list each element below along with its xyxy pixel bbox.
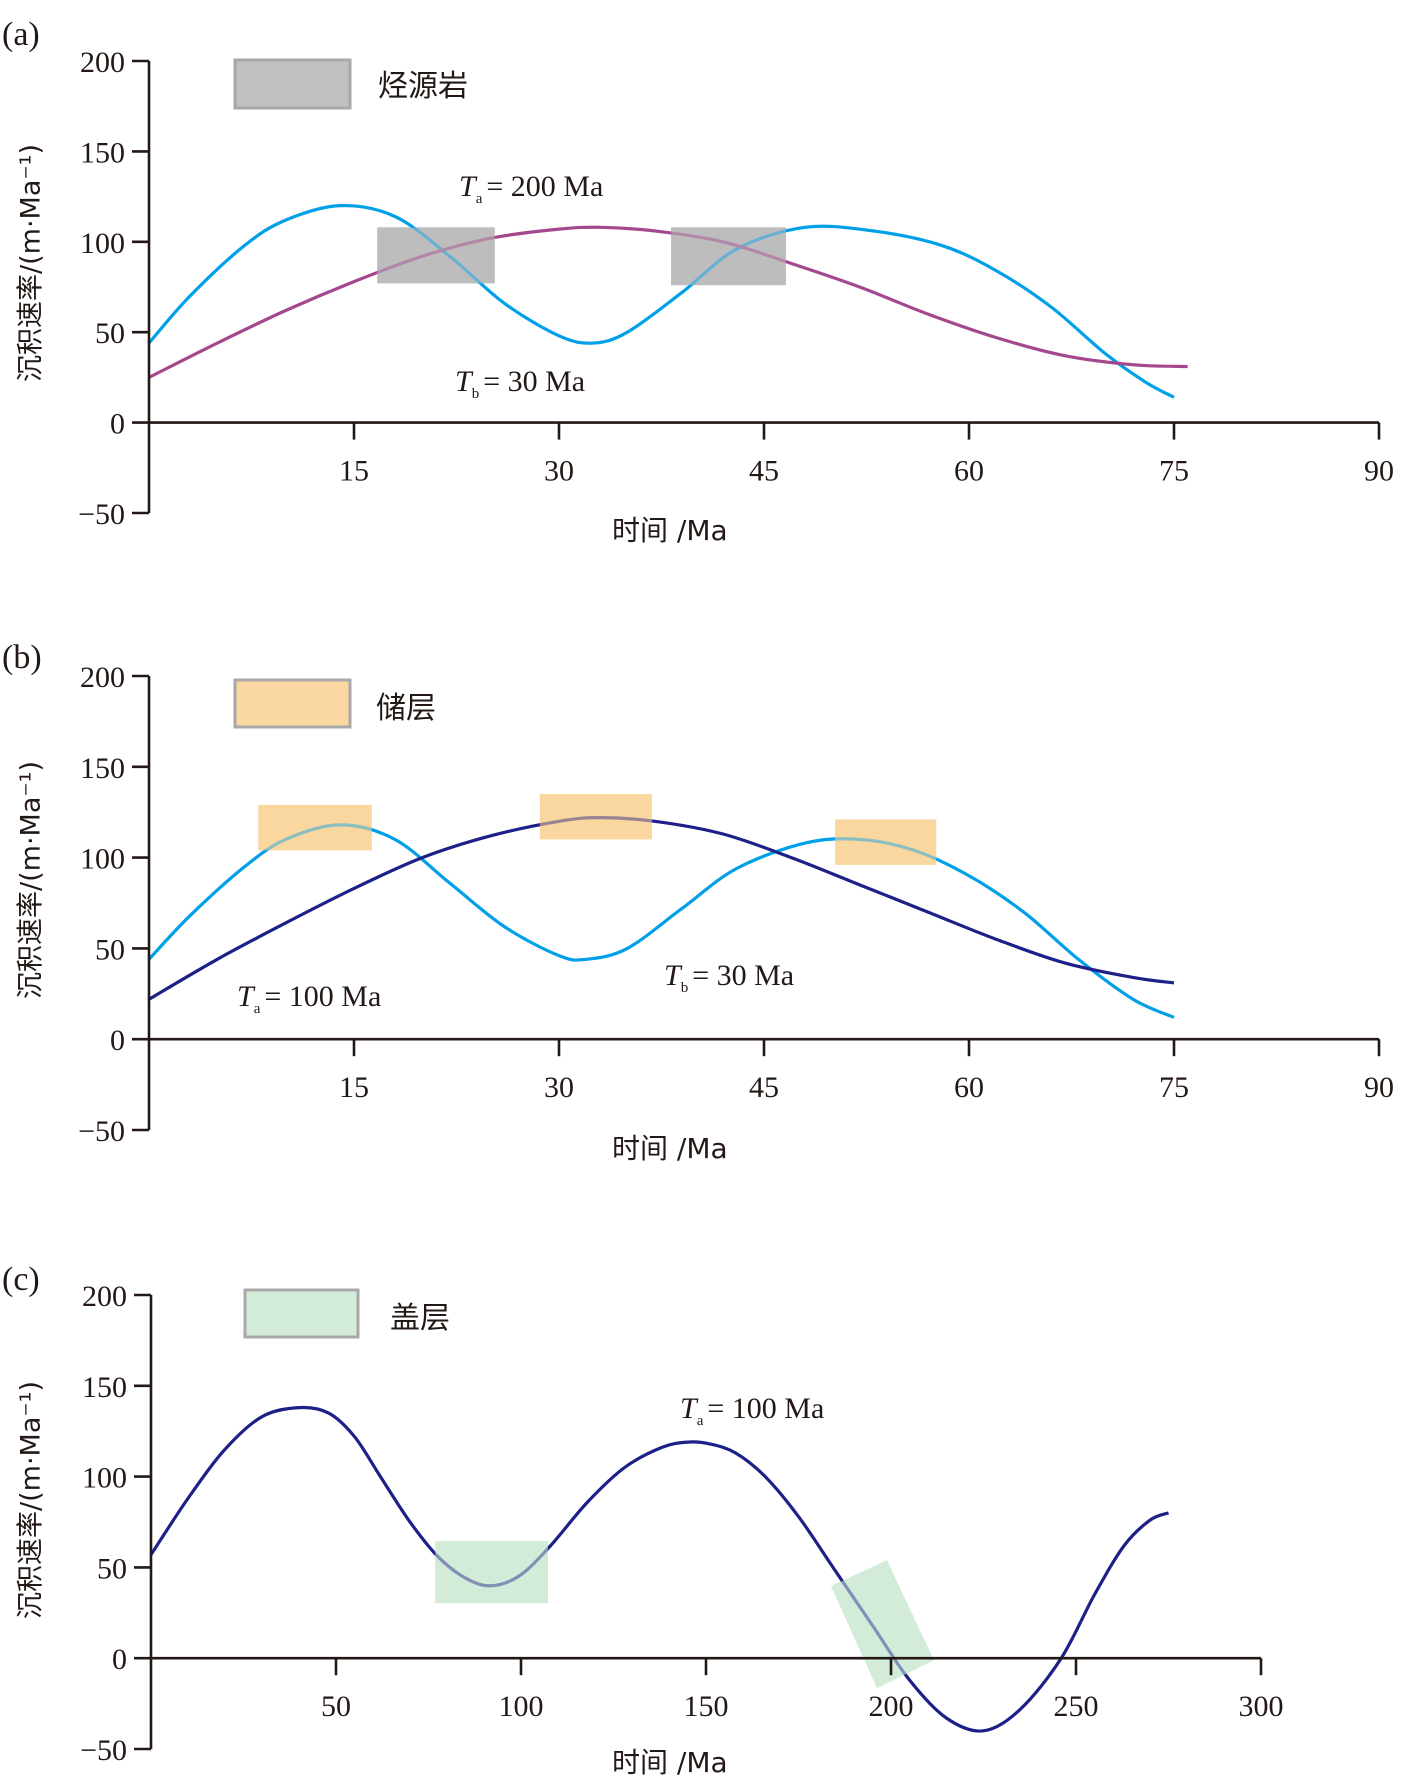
- y-tick-label: 200: [80, 661, 125, 694]
- curve-label: Tb = 30 Ma: [664, 959, 794, 996]
- series-line: [147, 203, 1175, 399]
- legend: 盖层: [243, 1288, 450, 1339]
- y-axis-label-group: 沉积速率/(m·Ma⁻¹): [16, 144, 47, 382]
- y-tick-label: 200: [80, 46, 125, 79]
- panel-a: (a) 沉积速率/(m·Ma⁻¹) 时间 /Ma 烃源岩 −50 0 50 100 15…: [2, 16, 1394, 547]
- x-tick-label: 45: [749, 455, 779, 488]
- x-tick-label: 30: [544, 1071, 574, 1104]
- y-axis-label: 沉积速率/(m·Ma⁻¹): [16, 1381, 47, 1619]
- curve-label: Tb = 30 Ma: [455, 365, 585, 402]
- legend-swatch: [233, 58, 352, 110]
- x-axis-label: 时间 /Ma: [612, 1746, 728, 1775]
- y-tick-label: 200: [82, 1280, 127, 1313]
- legend-label: 烃源岩: [378, 69, 468, 104]
- x-tick-label: 50: [321, 1690, 351, 1723]
- y-tick-label: −50: [80, 1734, 127, 1767]
- x-tick-label: 75: [1159, 455, 1189, 488]
- panel-b: (b) 沉积速率/(m·Ma⁻¹) 时间 /Ma 储层 −50 0 50 100 150…: [2, 639, 1394, 1165]
- y-tick-label: 100: [80, 843, 125, 876]
- curve-label: Ta = 100 Ma: [680, 1392, 824, 1429]
- x-tick-label: 200: [869, 1690, 914, 1723]
- y-tick-label: 100: [80, 227, 125, 260]
- annotations: Ta = 100 Ma: [680, 1392, 824, 1429]
- x-axis-label: 时间 /Ma: [612, 1132, 728, 1165]
- panel-label: (b): [2, 639, 42, 676]
- y-tick-label: 150: [80, 752, 125, 785]
- legend: 烃源岩: [233, 58, 468, 110]
- y-tick-label: 150: [82, 1371, 127, 1404]
- legend-swatch: [233, 678, 352, 729]
- x-tick-label: 15: [339, 1071, 369, 1104]
- x-tick-label: 90: [1364, 1071, 1394, 1104]
- highlight-box-overlay: [831, 1560, 934, 1689]
- x-tick-label: 60: [954, 455, 984, 488]
- series-line: [149, 1405, 1170, 1733]
- x-tick-label: 60: [954, 1071, 984, 1104]
- y-tick-label: −50: [78, 498, 125, 531]
- y-tick-label: 150: [80, 136, 125, 169]
- y-axis-label-group: 沉积速率/(m·Ma⁻¹): [16, 1381, 47, 1619]
- series-line: [148, 816, 1175, 1001]
- series-group: [147, 203, 1188, 399]
- y-axis-label: 沉积速率/(m·Ma⁻¹): [16, 761, 47, 999]
- series-line: [148, 225, 1188, 379]
- x-tick-label: 15: [339, 455, 369, 488]
- legend-label: 储层: [376, 691, 436, 726]
- axes: −50 0 50 100 150 200 50 100 150 200 250 300: [80, 1280, 1283, 1767]
- x-tick-label: 150: [684, 1690, 729, 1723]
- y-tick-label: 0: [110, 408, 125, 441]
- legend: 储层: [233, 678, 436, 729]
- x-tick-label: 250: [1054, 1690, 1099, 1723]
- axes: −50 0 50 100 150 200 15 30 45 60 75 90: [78, 661, 1394, 1148]
- x-tick-label: 300: [1239, 1690, 1284, 1723]
- y-tick-label: 50: [97, 1552, 127, 1585]
- series-group: [149, 1405, 1170, 1733]
- legend-swatch: [243, 1288, 360, 1339]
- x-tick-label: 45: [749, 1071, 779, 1104]
- highlight-box-overlay: [258, 804, 372, 851]
- panel-label: (c): [2, 1261, 40, 1298]
- y-axis-label: 沉积速率/(m·Ma⁻¹): [16, 144, 47, 382]
- x-tick-label: 100: [499, 1690, 544, 1723]
- highlight-box-overlay: [435, 1541, 549, 1604]
- y-tick-label: 100: [82, 1462, 127, 1495]
- y-tick-label: 0: [112, 1643, 127, 1676]
- panel-label: (a): [2, 16, 40, 53]
- x-axis-label: 时间 /Ma: [612, 514, 728, 547]
- y-tick-label: 50: [95, 317, 125, 350]
- x-tick-label: 90: [1364, 455, 1394, 488]
- axes: −50 0 50 100 150 200 15 30 45 60 75 90: [78, 46, 1394, 531]
- panel-c: (c) 沉积速率/(m·Ma⁻¹) 时间 /Ma 盖层 −50 0 50 100 150…: [2, 1261, 1284, 1775]
- curve-label: Ta = 200 Ma: [459, 170, 603, 207]
- legend-label: 盖层: [390, 1301, 450, 1336]
- highlight-box-overlay: [539, 794, 652, 840]
- y-tick-label: 0: [110, 1024, 125, 1057]
- highlight-box-overlay: [377, 227, 495, 284]
- annotations: Ta = 100 Ma Tb = 30 Ma: [237, 959, 794, 1017]
- annotations: Ta = 200 Ma Tb = 30 Ma: [455, 170, 603, 402]
- highlight-box-overlay: [835, 819, 937, 865]
- x-tick-label: 75: [1159, 1071, 1189, 1104]
- series-group: [147, 794, 1175, 1019]
- highlight-box-overlay: [671, 227, 786, 286]
- y-axis-label-group: 沉积速率/(m·Ma⁻¹): [16, 761, 47, 999]
- curve-label: Ta = 100 Ma: [237, 980, 381, 1017]
- x-tick-label: 30: [544, 455, 574, 488]
- y-tick-label: −50: [78, 1115, 125, 1148]
- y-tick-label: 50: [95, 933, 125, 966]
